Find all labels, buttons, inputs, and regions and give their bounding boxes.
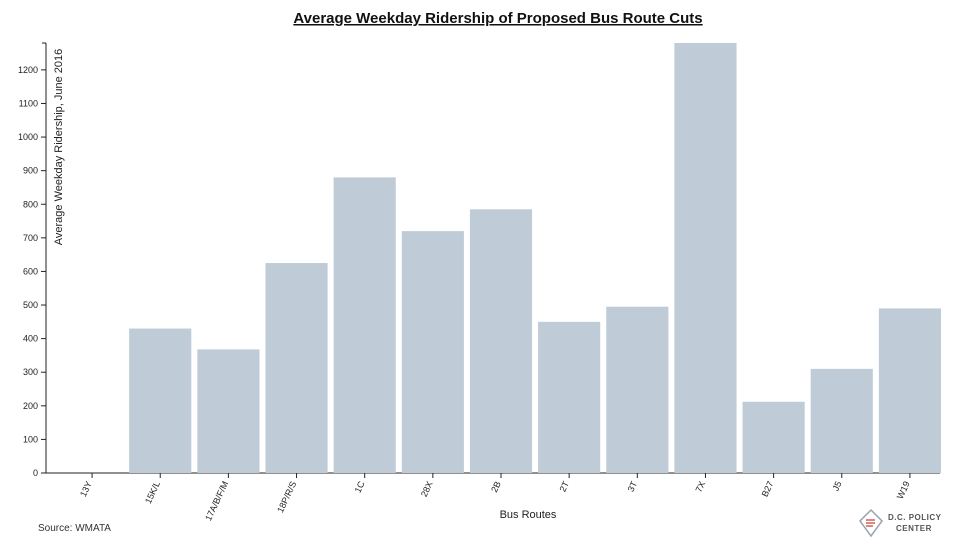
y-tick-label: 700 — [23, 233, 38, 243]
bar-2b — [469, 209, 533, 473]
y-tick-label: 100 — [23, 434, 38, 444]
bar-w19 — [878, 308, 941, 473]
bar-b27 — [742, 401, 805, 473]
bar-15k-l — [129, 328, 192, 473]
x-tick-label: W19 — [895, 480, 912, 501]
y-tick-label: 400 — [23, 334, 38, 344]
x-axis-label: Bus Routes — [500, 509, 557, 521]
logo-text-line2: CENTER — [896, 524, 932, 533]
bar-j5 — [810, 368, 873, 473]
logo-text-line1: D.C. POLICY — [888, 513, 942, 522]
y-tick-label: 200 — [23, 401, 38, 411]
x-tick-label: 2B — [489, 480, 503, 494]
x-tick-label: 28X — [419, 480, 435, 499]
x-tick-label: 13Y — [78, 480, 94, 499]
x-tick-label: B27 — [760, 480, 776, 499]
y-tick-label: 0 — [33, 468, 38, 478]
y-tick-label: 1200 — [18, 65, 38, 75]
dc-policy-center-logo: D.C. POLICY CENTER — [858, 508, 948, 540]
bar-1c — [333, 177, 396, 473]
x-tick-label: 7X — [694, 480, 708, 494]
bar-28x — [401, 231, 464, 473]
y-tick-label: 1100 — [19, 98, 38, 108]
bar-3t — [606, 306, 669, 473]
chart-title: Average Weekday Ridership of Proposed Bu… — [293, 10, 702, 27]
x-tick-label: 3T — [626, 479, 640, 493]
y-tick-label: 800 — [23, 199, 38, 209]
dc-map-icon — [859, 508, 883, 538]
x-tick-label: 18P/R/S — [275, 480, 298, 515]
y-axis-label: Average Weekday Ridership, June 2016 — [53, 49, 65, 246]
x-tick-label: 2T — [557, 479, 571, 493]
source-note: Source: WMATA — [38, 523, 111, 534]
y-tick-label: 500 — [23, 300, 38, 310]
y-tick-label: 1000 — [18, 132, 38, 142]
x-tick-label: 15K/L — [143, 480, 162, 506]
x-tick-label: J5 — [830, 480, 843, 493]
bar-17a-b-f-m — [197, 349, 260, 473]
x-tick-label: 1C — [353, 479, 367, 494]
y-tick-label: 300 — [23, 367, 38, 377]
bar-7x — [674, 43, 737, 473]
y-tick-label: 600 — [23, 266, 38, 276]
bar-2t — [538, 321, 601, 473]
y-tick-label: 900 — [23, 166, 38, 176]
bar-18p-r-s — [265, 263, 328, 473]
x-tick-label: 17A/B/F/M — [203, 480, 230, 523]
